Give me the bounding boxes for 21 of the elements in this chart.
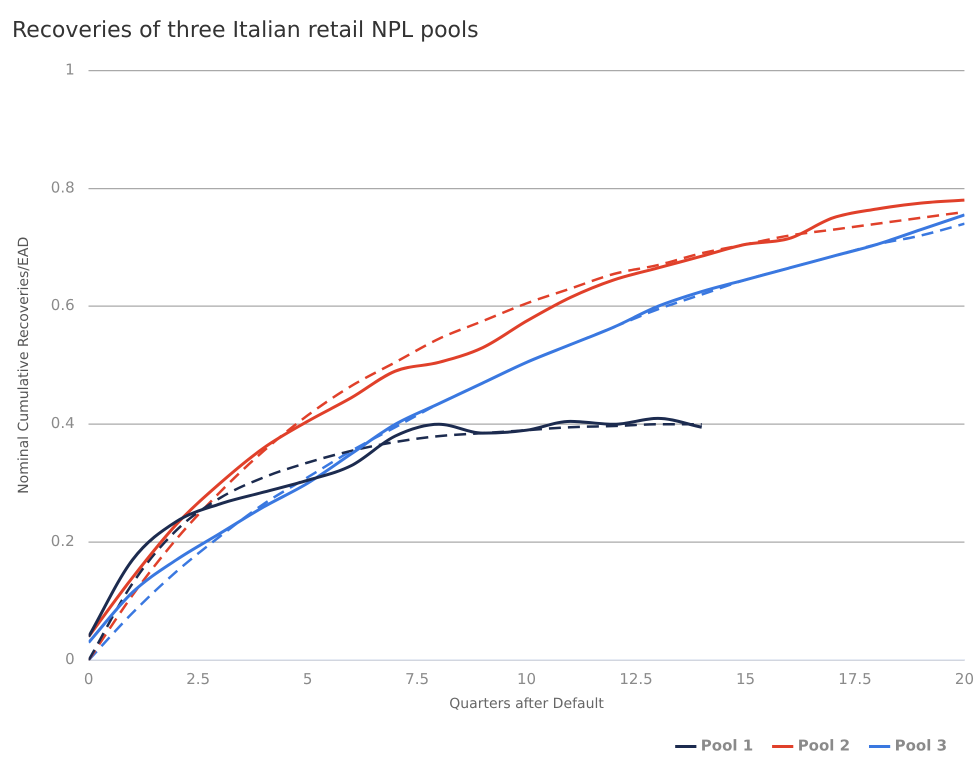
legend-label: Pool 3 <box>894 736 947 754</box>
y-tick-label: 0.6 <box>50 296 75 314</box>
x-tick-label: 10 <box>517 670 536 688</box>
x-tick-label: 12.5 <box>619 670 653 688</box>
x-tick-label: 5 <box>302 670 312 688</box>
x-tick-label: 17.5 <box>838 670 872 688</box>
y-tick-label: 0 <box>65 650 75 668</box>
x-tick-label: 20 <box>954 670 974 688</box>
x-axis-title: Quarters after Default <box>449 696 604 712</box>
y-tick-label: 0.8 <box>50 178 75 196</box>
x-tick-label: 7.5 <box>405 670 430 688</box>
x-tick-label: 0 <box>84 670 94 688</box>
x-tick-label: 15 <box>736 670 756 688</box>
chart-title: Recoveries of three Italian retail NPL pools <box>12 18 479 43</box>
y-tick-label: 1 <box>65 60 75 78</box>
y-axis-title: Nominal Cumulative Recoveries/EAD <box>16 236 32 494</box>
y-tick-label: 0.4 <box>50 414 75 432</box>
legend-label: Pool 1 <box>700 736 754 754</box>
legend-label: Pool 2 <box>798 736 850 754</box>
y-tick-label: 0.2 <box>50 532 75 550</box>
x-tick-label: 2.5 <box>186 670 210 688</box>
